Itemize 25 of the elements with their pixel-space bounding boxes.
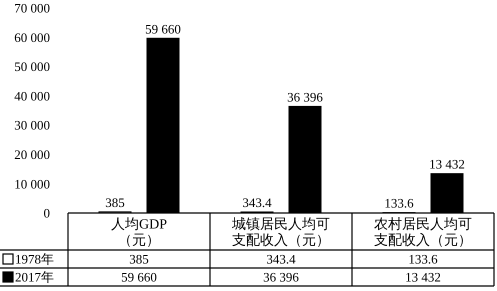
y-tick-label: 60 000	[14, 30, 50, 45]
data-label: 59 660	[121, 270, 157, 285]
y-tick-label: 30 000	[14, 118, 50, 133]
text: 13 432	[429, 156, 465, 172]
data-label: 133.6	[408, 252, 438, 267]
y-tick-label: 20 000	[14, 146, 50, 162]
y-tick-label: 0	[44, 206, 50, 221]
text: 385	[105, 194, 125, 210]
x-tick-label: 人均GDP（元）	[110, 216, 168, 248]
legend-label: 1978年	[15, 252, 54, 267]
x-tick-label: 城镇居民人均可支配收入（元）	[231, 216, 330, 248]
y-tick-label: 50 000	[14, 59, 50, 74]
legend-label: 2017年	[15, 270, 54, 285]
text: 343.4	[242, 194, 272, 210]
x-tick-label: 农村居民人均可支配收入（元）	[374, 216, 472, 248]
data-label: 343.4	[266, 252, 296, 267]
text: 36 396	[287, 89, 323, 104]
y-tick-label: 40 000	[14, 88, 50, 104]
data-label: 36 396	[263, 270, 300, 285]
y-tick-label: 10 000	[14, 176, 50, 192]
y-tick-label: 70 000	[14, 0, 50, 16]
data-label: 13 432	[405, 270, 441, 285]
data-label: 385	[129, 252, 149, 267]
text: 59 660	[145, 21, 181, 36]
text: 133.6	[384, 196, 414, 211]
